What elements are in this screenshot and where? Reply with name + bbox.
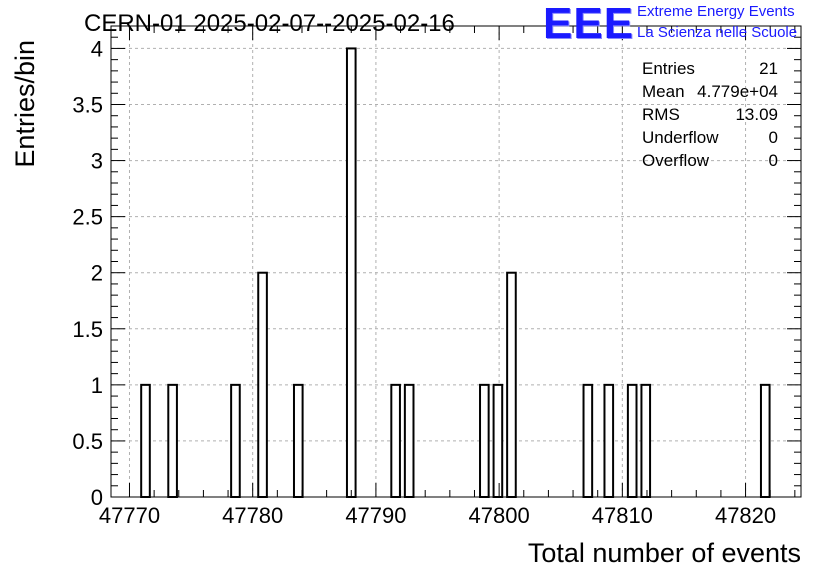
grid-lines <box>111 26 801 497</box>
stat-label: Underflow <box>642 128 719 147</box>
y-tick-label: 4 <box>91 36 103 61</box>
eee-logo: EEE <box>543 0 635 48</box>
y-tick-labels: 0 0.5 1 1.5 2 2.5 3 3.5 4 <box>72 36 103 510</box>
histogram-bar <box>403 383 415 499</box>
histogram-bar <box>506 271 517 499</box>
x-tick-label: 47770 <box>99 503 160 528</box>
x-tick-label: 47790 <box>345 503 406 528</box>
stat-value: 4.779e+04 <box>697 82 778 101</box>
stat-row-underflow: Underflow 0 <box>642 128 778 151</box>
stat-value: 0 <box>768 128 778 147</box>
x-tick-label: 47820 <box>715 503 776 528</box>
y-tick-label: 2 <box>91 261 103 286</box>
logo-line-1: Extreme Energy Events <box>637 3 795 20</box>
stat-value: 13.09 <box>735 105 778 124</box>
y-axis-label: Entries/bin <box>10 40 40 168</box>
histogram-bar <box>230 383 241 499</box>
stat-label: RMS <box>642 105 680 124</box>
stat-label: Entries <box>642 59 695 78</box>
histogram-bar <box>759 383 771 499</box>
chart-title: CERN-01 2025-02-07--2025-02-16 <box>84 10 455 37</box>
axis-ticks <box>111 25 801 498</box>
histogram-bar <box>257 271 268 499</box>
histogram-bar <box>345 47 357 499</box>
stat-label: Mean <box>642 82 685 101</box>
histogram-bar <box>603 383 615 499</box>
stat-row-entries: Entries 21 <box>642 59 778 82</box>
stat-row-rms: RMS 13.09 <box>642 105 778 128</box>
histogram-bar <box>479 383 490 499</box>
stat-value: 21 <box>759 59 778 78</box>
x-tick-labels: 47770 47780 47790 47800 47810 47820 <box>99 503 776 528</box>
y-tick-label: 3 <box>91 149 103 174</box>
stat-row-mean: Mean 4.779e+04 <box>642 82 778 105</box>
y-tick-label: 2.5 <box>72 205 103 230</box>
y-tick-label: 1.5 <box>72 317 103 342</box>
y-tick-label: 3.5 <box>72 93 103 118</box>
stat-value: 0 <box>768 151 778 170</box>
x-tick-label: 47800 <box>469 503 530 528</box>
y-tick-label: 0 <box>91 485 103 510</box>
histogram-bar <box>292 383 304 499</box>
y-tick-label: 0.5 <box>72 429 103 454</box>
histogram-bar <box>640 383 652 499</box>
stat-row-overflow: Overflow 0 <box>642 151 778 174</box>
histogram-bar <box>140 383 151 499</box>
stat-label: Overflow <box>642 151 710 170</box>
x-tick-label: 47780 <box>222 503 283 528</box>
x-axis-label: Total number of events <box>528 538 801 568</box>
x-tick-label: 47810 <box>592 503 653 528</box>
histogram-bar <box>626 383 638 499</box>
logo-line-2: La Scienza nelle Scuole <box>637 24 798 41</box>
y-tick-label: 1 <box>91 373 103 398</box>
histogram-bar <box>492 383 504 499</box>
histogram-bar <box>582 383 594 499</box>
histogram-bar <box>390 383 401 499</box>
stats-box: Entries 21 Mean 4.779e+04 RMS 13.09 Unde… <box>642 59 778 174</box>
histogram-bar <box>167 383 178 499</box>
